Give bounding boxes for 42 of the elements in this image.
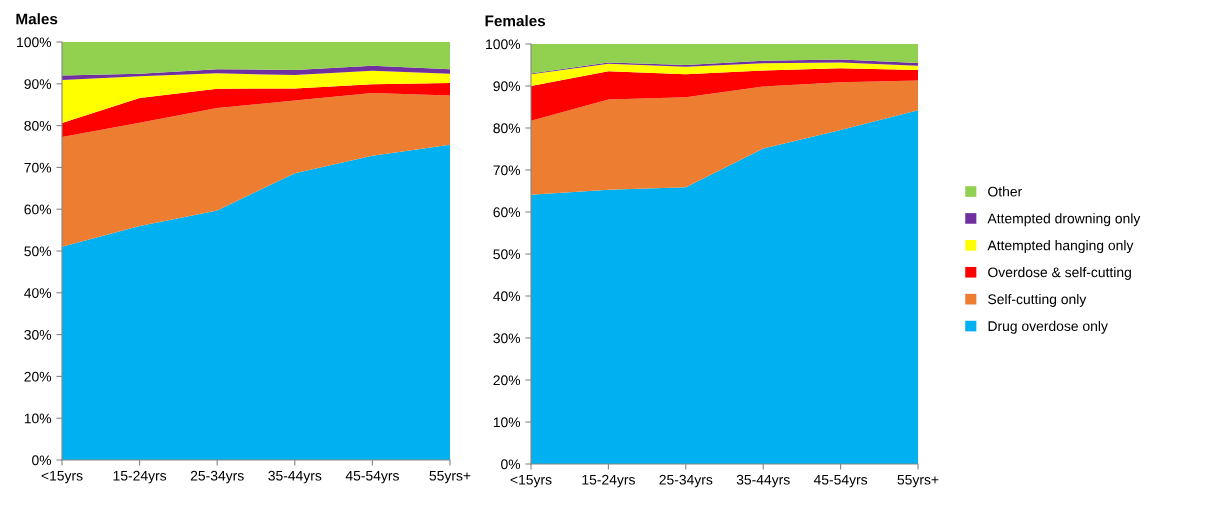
- y-tick-label: 90%: [24, 79, 52, 89]
- y-tick-label: 30%: [24, 329, 52, 340]
- x-tick-label: 35-44yrs: [268, 470, 322, 484]
- x-tick-label: 15-24yrs: [582, 474, 635, 488]
- y-tick-label: 0%: [501, 459, 521, 470]
- legend-label: Other: [988, 186, 1022, 197]
- y-tick-label: 20%: [493, 375, 521, 386]
- y-tick-label: 90%: [493, 81, 521, 92]
- legend-label: Attempted drowning only: [987, 213, 1141, 227]
- x-tick-label: 15-24yrs: [113, 470, 167, 484]
- x-tick-label: 55yrs+: [429, 470, 471, 484]
- x-tick-label: <15yrs: [41, 470, 83, 484]
- y-tick-label: 60%: [24, 204, 52, 215]
- y-tick-label: 40%: [24, 288, 52, 298]
- y-tick-label: 0%: [32, 455, 52, 466]
- legend-label: Self-cutting only: [988, 293, 1087, 307]
- y-tick-label: 10%: [493, 417, 521, 428]
- y-tick-label: 30%: [493, 333, 521, 344]
- legend-label: Overdose & self-cutting: [988, 267, 1131, 280]
- y-tick-label: 80%: [24, 120, 52, 131]
- legend-label: Attempted hanging only: [987, 240, 1134, 254]
- y-tick-label: 10%: [24, 413, 52, 424]
- y-tick-label: 40%: [493, 291, 521, 302]
- chart-title: Females: [485, 15, 546, 27]
- y-tick-label: 100%: [17, 37, 52, 48]
- x-tick-label: 55yrs+: [897, 474, 939, 488]
- x-tick-label: <15yrs: [510, 474, 552, 488]
- y-tick-label: 70%: [24, 162, 52, 173]
- y-tick-label: 20%: [24, 371, 52, 382]
- y-tick-label: 100%: [486, 39, 521, 50]
- x-tick-label: 25-34yrs: [659, 474, 713, 488]
- x-tick-label: 45-54yrs: [813, 474, 868, 488]
- x-tick-label: 45-54yrs: [345, 470, 399, 484]
- y-tick-label: 50%: [493, 249, 521, 260]
- x-tick-label: 25-34yrs: [190, 470, 244, 484]
- y-tick-label: 70%: [493, 165, 521, 176]
- x-tick-label: 35-44yrs: [736, 474, 790, 488]
- y-tick-label: 60%: [493, 207, 521, 218]
- y-tick-label: 80%: [493, 123, 521, 134]
- legend-label: Drug overdose only: [988, 320, 1108, 334]
- y-tick-label: 50%: [24, 246, 52, 257]
- chart-title: Males: [16, 13, 58, 25]
